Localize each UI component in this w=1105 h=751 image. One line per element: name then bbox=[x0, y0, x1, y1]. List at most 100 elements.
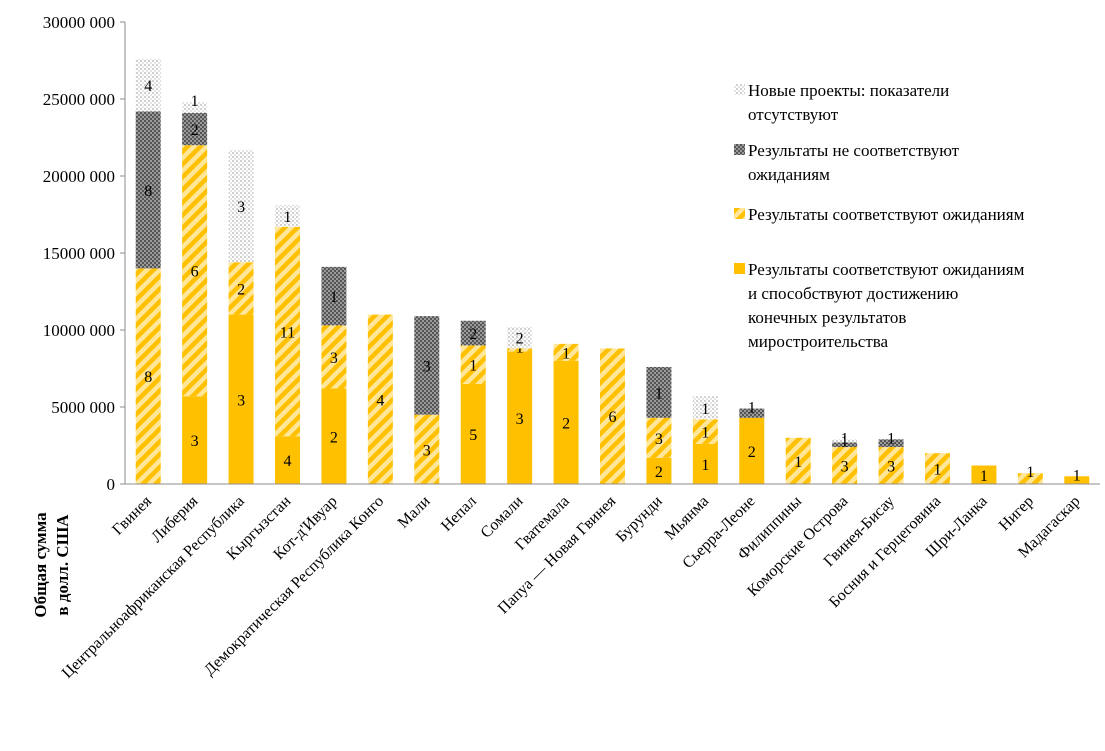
data-label: 1 bbox=[748, 400, 756, 417]
bar-segment bbox=[414, 414, 440, 484]
bar-segment bbox=[692, 443, 718, 484]
data-label: 2 bbox=[237, 281, 245, 298]
data-label: 1 bbox=[701, 425, 709, 442]
data-label: 2 bbox=[748, 444, 756, 461]
data-label: 11 bbox=[280, 325, 295, 342]
data-label: 1 bbox=[191, 93, 199, 110]
data-label: 3 bbox=[841, 459, 849, 476]
bar-segment bbox=[692, 396, 718, 420]
legend-label: ожиданиям bbox=[748, 165, 830, 184]
bar-stack: 6 bbox=[600, 348, 625, 484]
legend-item: Результаты не соответствуют ожиданиям bbox=[734, 141, 960, 184]
bar-stack: 311 bbox=[832, 430, 858, 484]
data-label: 3 bbox=[516, 411, 524, 428]
legend-item: Результаты соответствуют ожиданиям bbox=[734, 205, 1025, 224]
y-tick-label: 25000 000 bbox=[43, 90, 115, 109]
y-axis: 0 5000 000 10000 000 15000 000 20000 000 2500… bbox=[43, 13, 126, 494]
data-label: 4 bbox=[284, 453, 292, 470]
bar-segment bbox=[553, 360, 579, 484]
data-label: 2 bbox=[562, 415, 570, 432]
bar-segment bbox=[321, 388, 347, 484]
data-label: 3 bbox=[191, 433, 199, 450]
data-label: 4 bbox=[376, 392, 384, 409]
bar-segment bbox=[925, 453, 950, 484]
bar-segment bbox=[182, 112, 208, 146]
data-label: 1 bbox=[1026, 464, 1034, 481]
data-label: 1 bbox=[284, 209, 292, 226]
bar-segment bbox=[228, 314, 254, 484]
y-axis-title-line: Общая сумма bbox=[31, 512, 50, 618]
y-tick-label: 20000 000 bbox=[43, 167, 115, 186]
bar-segment bbox=[692, 419, 718, 444]
data-label: 1 bbox=[794, 454, 802, 471]
bar-segment bbox=[414, 316, 440, 415]
legend-swatch bbox=[734, 144, 745, 155]
data-label: 3 bbox=[237, 392, 245, 409]
bar-segment bbox=[460, 383, 486, 484]
data-label: 5 bbox=[469, 427, 477, 444]
bar-segment bbox=[832, 439, 858, 443]
data-label: 2 bbox=[191, 122, 199, 139]
bar-segment bbox=[1017, 473, 1043, 484]
data-label: 1 bbox=[1073, 467, 1081, 484]
bars: 8843621323411123143351231221623111121131… bbox=[135, 58, 1090, 485]
legend-swatch bbox=[734, 263, 745, 274]
data-label: 1 bbox=[562, 345, 570, 362]
bar-stack: 2 3 1 bbox=[321, 266, 347, 484]
x-tick-label: Гвинея bbox=[109, 492, 155, 538]
bar-segment bbox=[646, 457, 672, 484]
bar-stack: 1 bbox=[1064, 467, 1090, 484]
bar-segment bbox=[135, 111, 161, 269]
bar-stack: 4 bbox=[367, 314, 393, 484]
legend-label: и способствуют достижению bbox=[748, 284, 959, 303]
x-tick-label: Нигер bbox=[996, 493, 1037, 534]
y-axis-title-line: в долл. США bbox=[53, 514, 72, 616]
legend-item: Результаты соответствуют ожиданиям и спос… bbox=[734, 260, 1025, 351]
bar-segment bbox=[553, 343, 579, 361]
x-tick-label: Бурунди bbox=[613, 492, 666, 545]
bar-segment bbox=[460, 345, 486, 384]
bar-stack: 31 bbox=[878, 430, 904, 484]
bar-stack: 8 8 4 bbox=[135, 58, 161, 484]
data-label: 1 bbox=[841, 430, 849, 447]
bar-stack: 21 bbox=[739, 400, 765, 484]
data-label: 4 bbox=[144, 78, 152, 95]
data-label: 1 bbox=[701, 401, 709, 418]
bar-segment bbox=[600, 348, 625, 484]
data-label: 1 bbox=[887, 430, 895, 447]
bar-segment bbox=[321, 325, 347, 389]
data-label: 8 bbox=[144, 183, 152, 200]
bar-segment bbox=[507, 326, 533, 349]
data-label: 8 bbox=[144, 369, 152, 386]
bar-stack: 2 3 1 bbox=[646, 366, 672, 484]
bar-segment bbox=[971, 465, 997, 484]
bar-segment bbox=[182, 102, 208, 113]
bar-segment bbox=[878, 447, 904, 484]
bar-segment bbox=[507, 348, 533, 352]
y-tick-label: 15000 000 bbox=[43, 244, 115, 263]
data-label: 1 bbox=[330, 289, 338, 306]
legend-label: Результаты соответствуют ожиданиям bbox=[748, 205, 1025, 224]
bar-segment bbox=[785, 437, 811, 484]
y-tick-label: 5000 000 bbox=[51, 398, 115, 417]
y-tick-label: 0 bbox=[107, 475, 116, 494]
data-label: 1 bbox=[655, 385, 663, 402]
data-label: 3 bbox=[887, 459, 895, 476]
bar-stack: 312 bbox=[507, 326, 533, 484]
bar-stack: 3 2 3 bbox=[228, 149, 254, 484]
legend-label: отсутствуют bbox=[748, 105, 839, 124]
bar-segment bbox=[182, 145, 208, 397]
data-label: 6 bbox=[191, 264, 199, 281]
data-label: 2 bbox=[516, 331, 524, 348]
data-label: 2 bbox=[655, 464, 663, 481]
data-label: 6 bbox=[609, 409, 617, 426]
legend-item: Новые проекты: показатели отсутствуют bbox=[734, 81, 949, 124]
bar-segment bbox=[832, 447, 858, 484]
legend-label: Новые проекты: показатели bbox=[748, 81, 949, 100]
data-label: 3 bbox=[237, 199, 245, 216]
data-label: 3 bbox=[423, 358, 431, 375]
data-label: 1 bbox=[701, 457, 709, 474]
bar-segment bbox=[228, 149, 254, 263]
bar-segment bbox=[182, 396, 208, 484]
